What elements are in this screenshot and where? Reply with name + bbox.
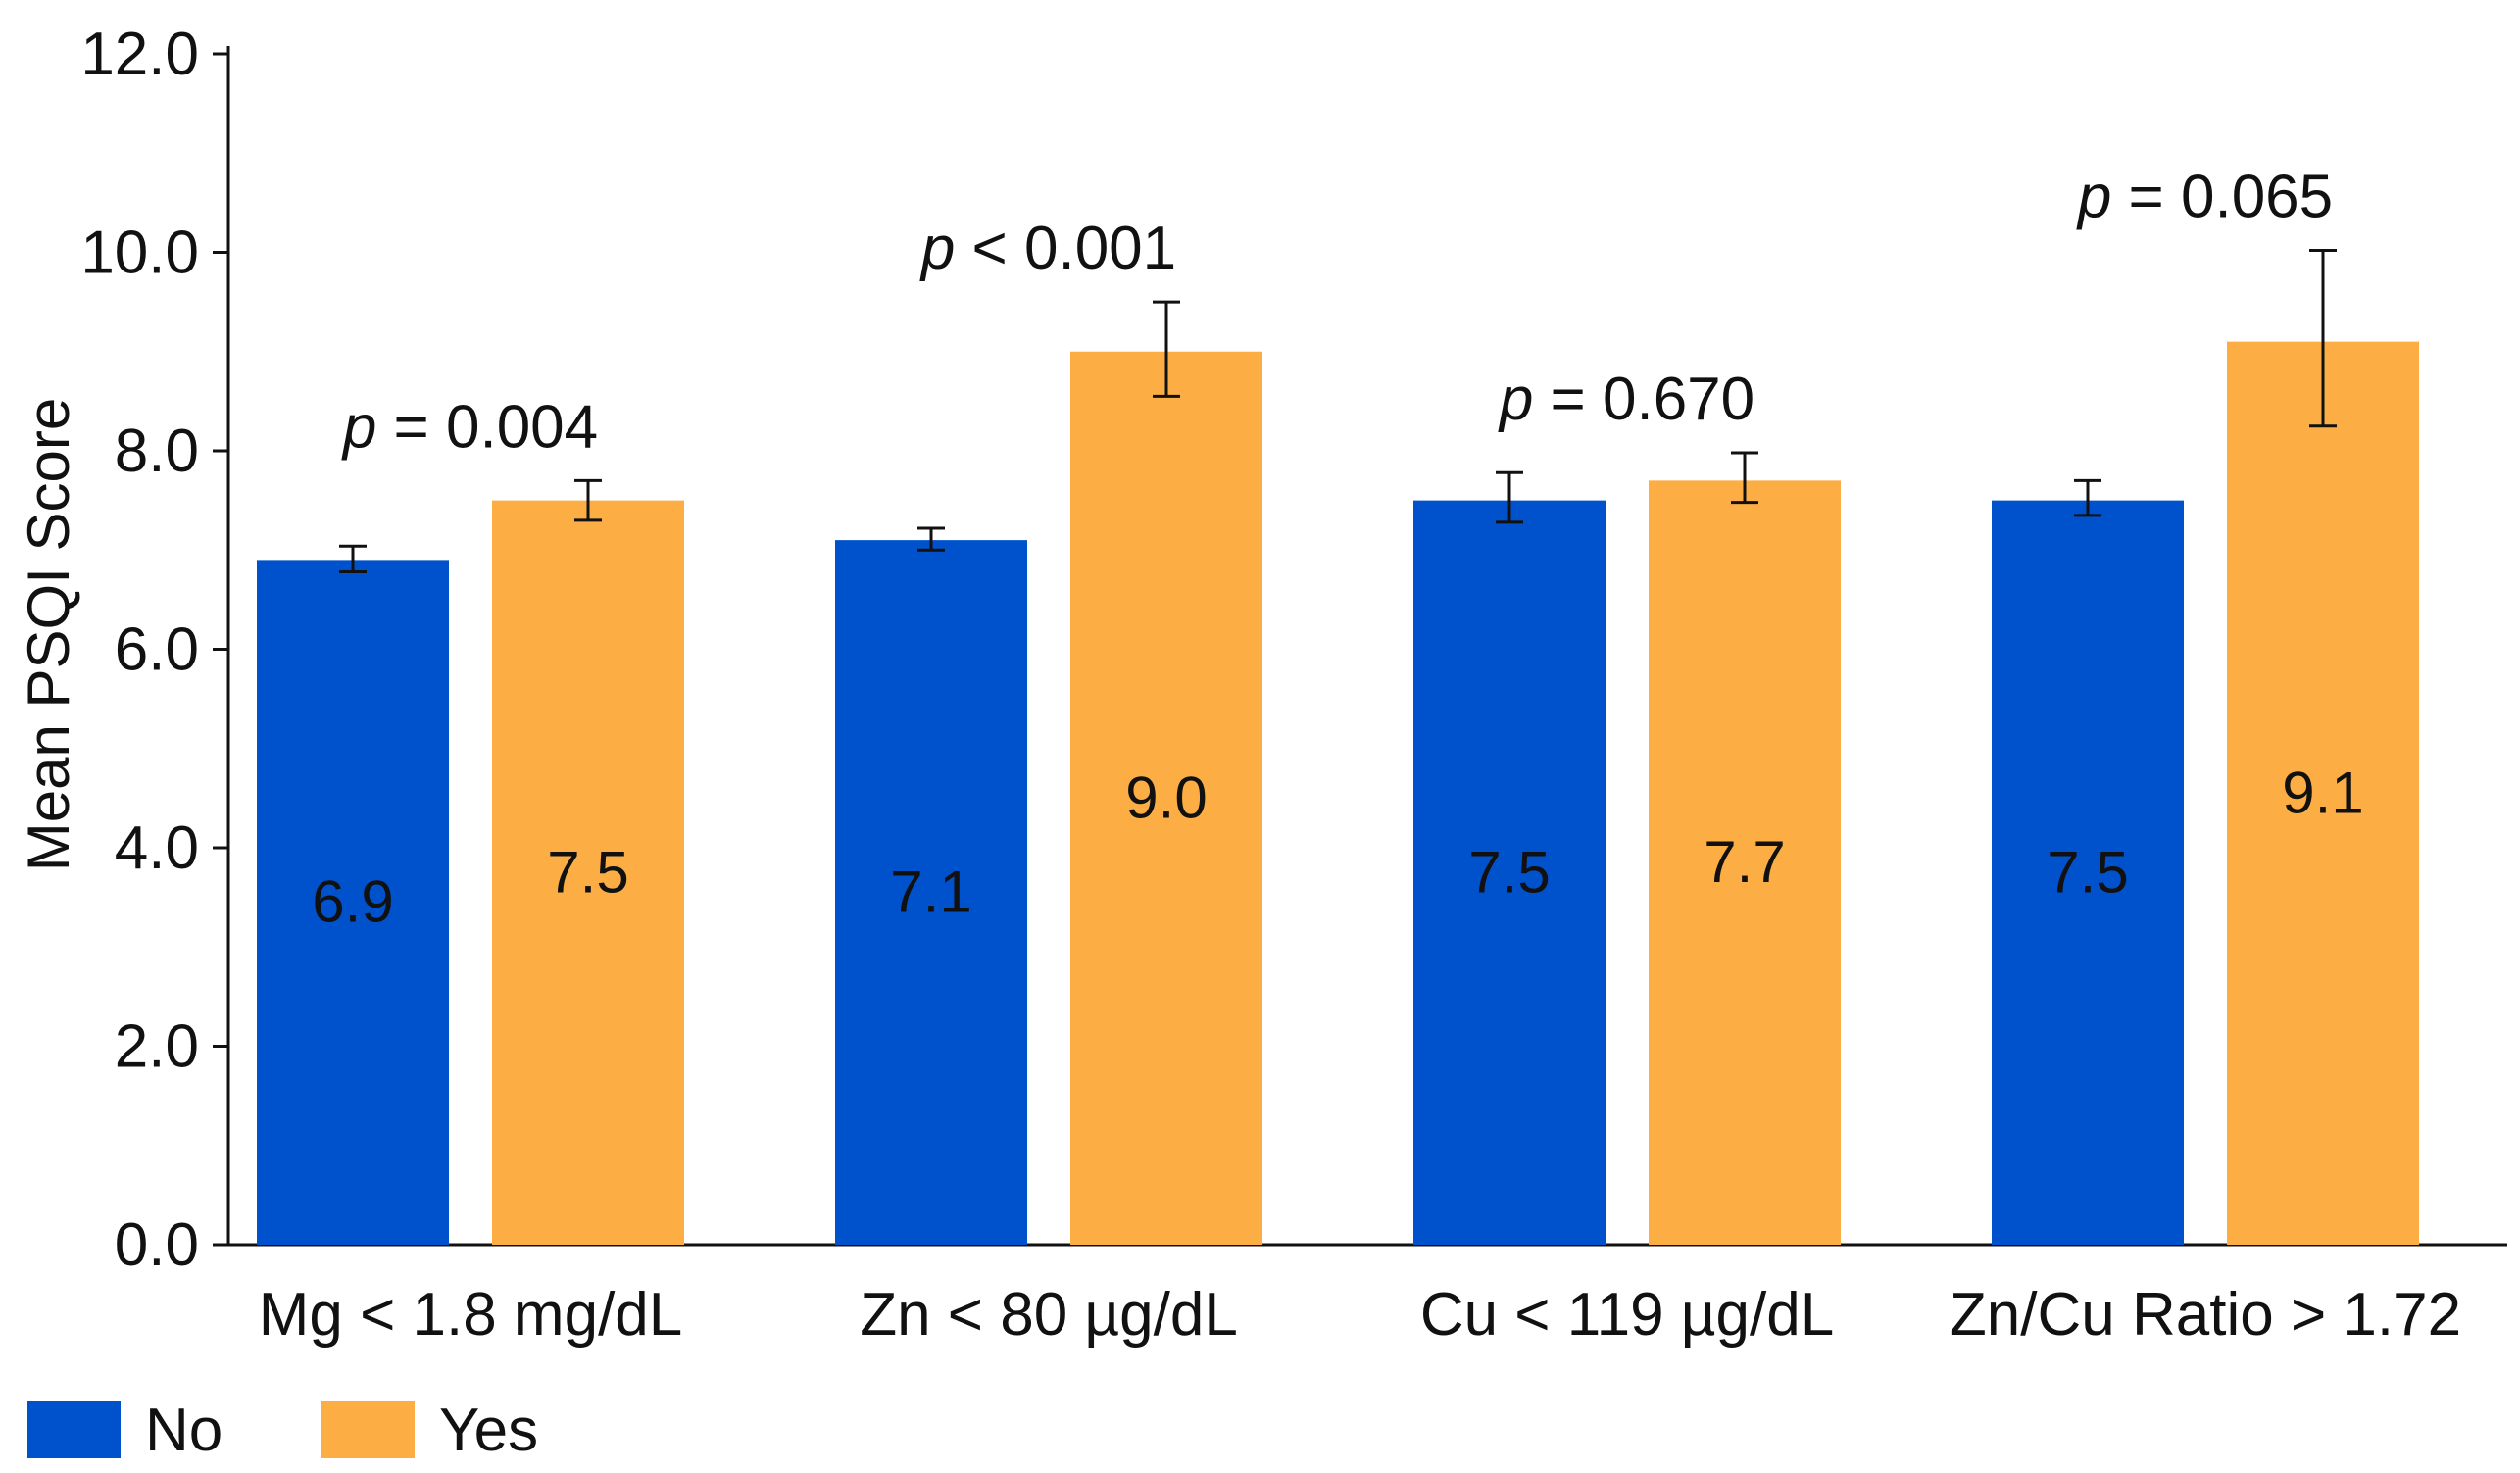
p-value: = 0.065: [2111, 163, 2333, 230]
p-value-annotation: p = 0.004: [341, 393, 598, 461]
y-tick-label: 8.0: [115, 417, 199, 485]
p-symbol: p: [1498, 366, 1533, 433]
legend-label-no: No: [145, 1397, 222, 1464]
p-symbol: p: [341, 393, 376, 461]
p-value: = 0.004: [376, 393, 598, 461]
bar-yes-2: [1649, 480, 1841, 1245]
bar-value-label: 7.5: [547, 839, 628, 905]
bar-yes-0: [492, 500, 684, 1245]
bar-no-3: [1992, 500, 2184, 1245]
bar-no-2: [1413, 500, 1606, 1245]
category-label: Zn < 80 µg/dL: [860, 1281, 1238, 1349]
category-label: Cu < 119 µg/dL: [1420, 1281, 1834, 1349]
y-tick-label: 2.0: [115, 1013, 199, 1081]
bar-value-label: 7.7: [1704, 829, 1785, 895]
p-value: < 0.001: [955, 215, 1176, 282]
legend-swatch-yes: [321, 1401, 415, 1458]
category-label: Zn/Cu Ratio > 1.72: [1950, 1281, 2461, 1349]
bar-value-label: 9.0: [1125, 764, 1207, 830]
p-value-annotation: p = 0.670: [1498, 366, 1754, 433]
p-symbol: p: [2076, 163, 2111, 230]
p-symbol: p: [919, 215, 955, 282]
bar-value-label: 7.1: [890, 859, 971, 925]
bar-value-label: 7.5: [1468, 839, 1550, 905]
bar-no-1: [835, 540, 1027, 1245]
p-value-annotation: p = 0.065: [2076, 163, 2333, 230]
p-value: = 0.670: [1533, 366, 1754, 433]
y-tick-label: 0.0: [115, 1211, 199, 1279]
bar-value-label: 7.5: [2047, 839, 2128, 905]
p-value-annotation: p < 0.001: [919, 215, 1176, 282]
legend-label-yes: Yes: [439, 1397, 538, 1464]
y-tick-label: 12.0: [80, 21, 199, 88]
y-tick-label: 6.0: [115, 616, 199, 684]
bar-value-label: 9.1: [2282, 760, 2363, 825]
bar-value-label: 6.9: [312, 869, 393, 935]
y-tick-label: 4.0: [115, 814, 199, 882]
bar-yes-1: [1070, 351, 1262, 1245]
y-axis-title: Mean PSQI Score: [16, 398, 81, 872]
legend-swatch-no: [27, 1401, 121, 1458]
y-tick-label: 10.0: [80, 220, 199, 287]
bar-no-0: [257, 560, 449, 1245]
category-label: Mg < 1.8 mg/dL: [259, 1281, 683, 1349]
bar-yes-3: [2227, 341, 2419, 1245]
